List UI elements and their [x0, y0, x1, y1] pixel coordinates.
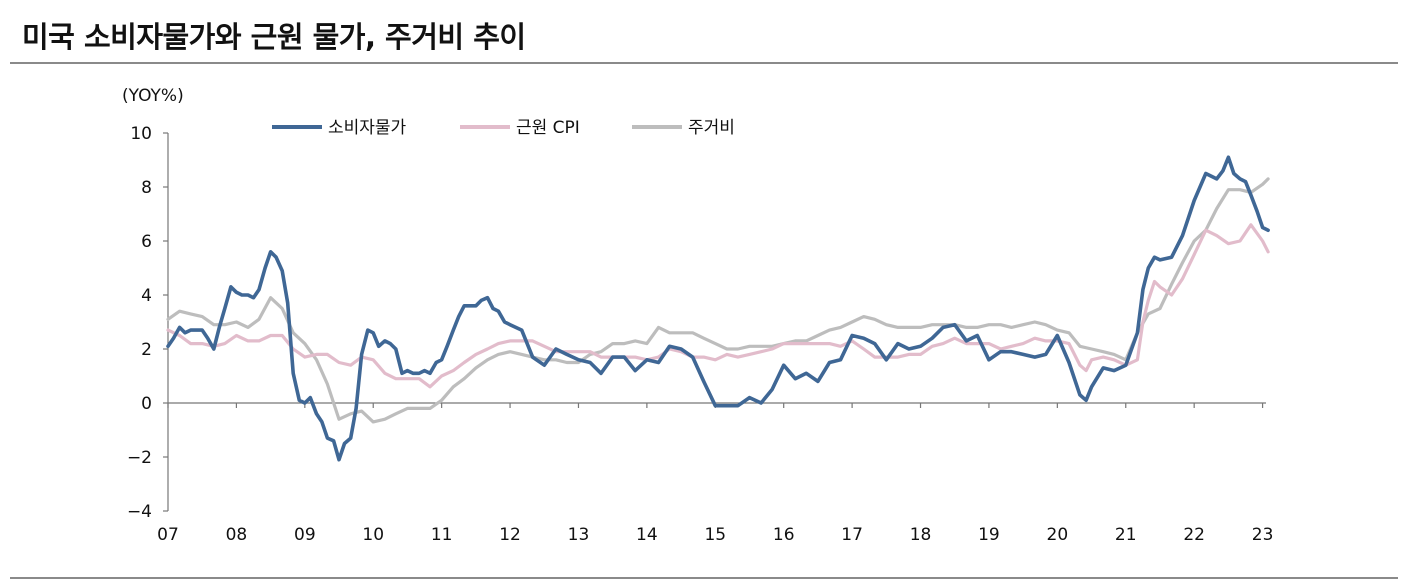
y-tick-label: 6 [141, 232, 152, 252]
x-tick-label: 15 [704, 525, 726, 545]
x-tick-label: 21 [1115, 525, 1137, 545]
x-tick-label: 12 [499, 525, 521, 545]
y-tick-label: 0 [141, 394, 152, 414]
x-tick-label: 08 [226, 525, 248, 545]
legend-label-1: 근원 CPI [516, 118, 580, 138]
legend-label-2: 주거비 [688, 118, 735, 138]
x-tick-label: 23 [1252, 525, 1274, 545]
series-line-2 [166, 177, 1270, 424]
axes: −4 −2 0 2 4 6 8 10 (YOY%) 07 08 09 10 11 12 13 14 15 16 17 1… [122, 86, 1273, 545]
series-line-0 [166, 155, 1270, 462]
x-tick-label: 16 [773, 525, 795, 545]
legend: 소비자물가 근원 CPI 주거비 [272, 118, 735, 138]
x-tick-label: 10 [362, 525, 384, 545]
y-tick-label: 4 [141, 286, 152, 306]
x-tick-label: 18 [910, 525, 932, 545]
y-tick-label: −2 [127, 448, 152, 468]
series-lines [166, 155, 1270, 462]
x-tick-label: 09 [294, 525, 316, 545]
bottom-rule [10, 577, 1398, 579]
x-tick-label: 14 [636, 525, 658, 545]
x-tick-label: 20 [1047, 525, 1069, 545]
x-tick-label: 22 [1183, 525, 1205, 545]
y-tick-label: 2 [141, 340, 152, 360]
legend-label-0: 소비자물가 [328, 118, 407, 138]
y-tick-label: 8 [141, 178, 152, 198]
y-axis-unit: (YOY%) [122, 86, 184, 106]
chart-title: 미국 소비자물가와 근원 물가, 주거비 추이 [22, 20, 526, 54]
series-line-1 [166, 223, 1270, 389]
x-tick-label: 19 [978, 525, 1000, 545]
y-tick-label: 10 [130, 124, 152, 144]
x-tick-label: 13 [568, 525, 590, 545]
x-tick-label: 17 [841, 525, 863, 545]
x-tick-label: 07 [157, 525, 179, 545]
top-rule [10, 62, 1398, 64]
x-tick-label: 11 [431, 525, 453, 545]
y-tick-label: −4 [127, 502, 152, 522]
